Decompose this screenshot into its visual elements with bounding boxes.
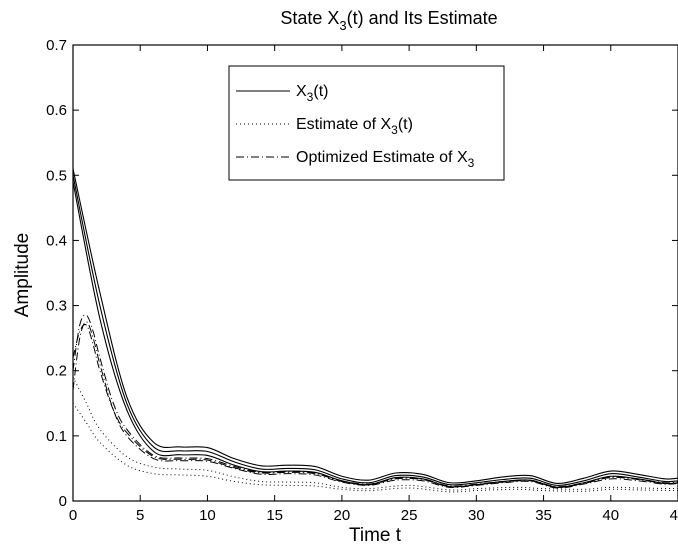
x-tick-label: 30	[468, 507, 485, 524]
title-part-1: State X	[280, 8, 339, 28]
x-tick-label: 10	[199, 507, 216, 524]
legend-label-estimate: Estimate of X3(t)	[296, 116, 413, 137]
title-part-2: (t) and Its Estimate	[347, 8, 498, 28]
x-tick-label: 40	[602, 507, 619, 524]
y-tick-label: 0.2	[46, 363, 67, 380]
tick-group: 0 5 10 15 20 25 30 35 40 45 0 0.1 0.2 0.3 0.4 0.5 0.6 0.7	[46, 37, 678, 524]
chart-title: State X3(t) and Its Estimate	[280, 8, 497, 33]
x-tick-label: 5	[136, 507, 144, 524]
x-tick-label: 15	[266, 507, 283, 524]
series-line-solid-0	[72, 168, 678, 484]
y-tick-label: 0.6	[46, 102, 67, 119]
legend-box	[228, 65, 505, 181]
y-tick-label: 0.4	[46, 232, 67, 249]
x-tick-label: 25	[401, 507, 418, 524]
y-tick-label: 0	[59, 493, 67, 510]
series-line-dotted-4	[72, 376, 678, 491]
x-tick-label: 20	[334, 507, 351, 524]
series-line-dashdot-6	[72, 321, 678, 489]
y-tick-label: 0.1	[46, 428, 67, 445]
y-tick-label: 0.7	[46, 37, 67, 54]
y-tick-label: 0.5	[46, 167, 67, 184]
series-group	[72, 168, 678, 493]
series-line-dashdot-5	[72, 314, 678, 488]
title-subscript: 3	[339, 18, 346, 33]
x-tick-label: 35	[535, 507, 552, 524]
series-line-dashdot-7	[72, 323, 678, 488]
x-tick-label: 0	[69, 507, 77, 524]
x-tick-label: 45	[670, 507, 678, 524]
series-line-solid-1	[72, 175, 678, 486]
y-tick-label: 0.3	[46, 298, 67, 315]
x-axis-label: Time t	[349, 525, 402, 546]
plot-area	[72, 44, 678, 502]
legend: X3(t) Estimate of X3(t) Optimized Estima…	[228, 65, 505, 181]
legend-label-optimized: Optimized Estimate of X3	[296, 149, 475, 170]
series-line-solid-2	[72, 181, 678, 488]
legend-label-x3: X3(t)	[296, 83, 328, 104]
y-axis-label: Amplitude	[12, 233, 33, 318]
